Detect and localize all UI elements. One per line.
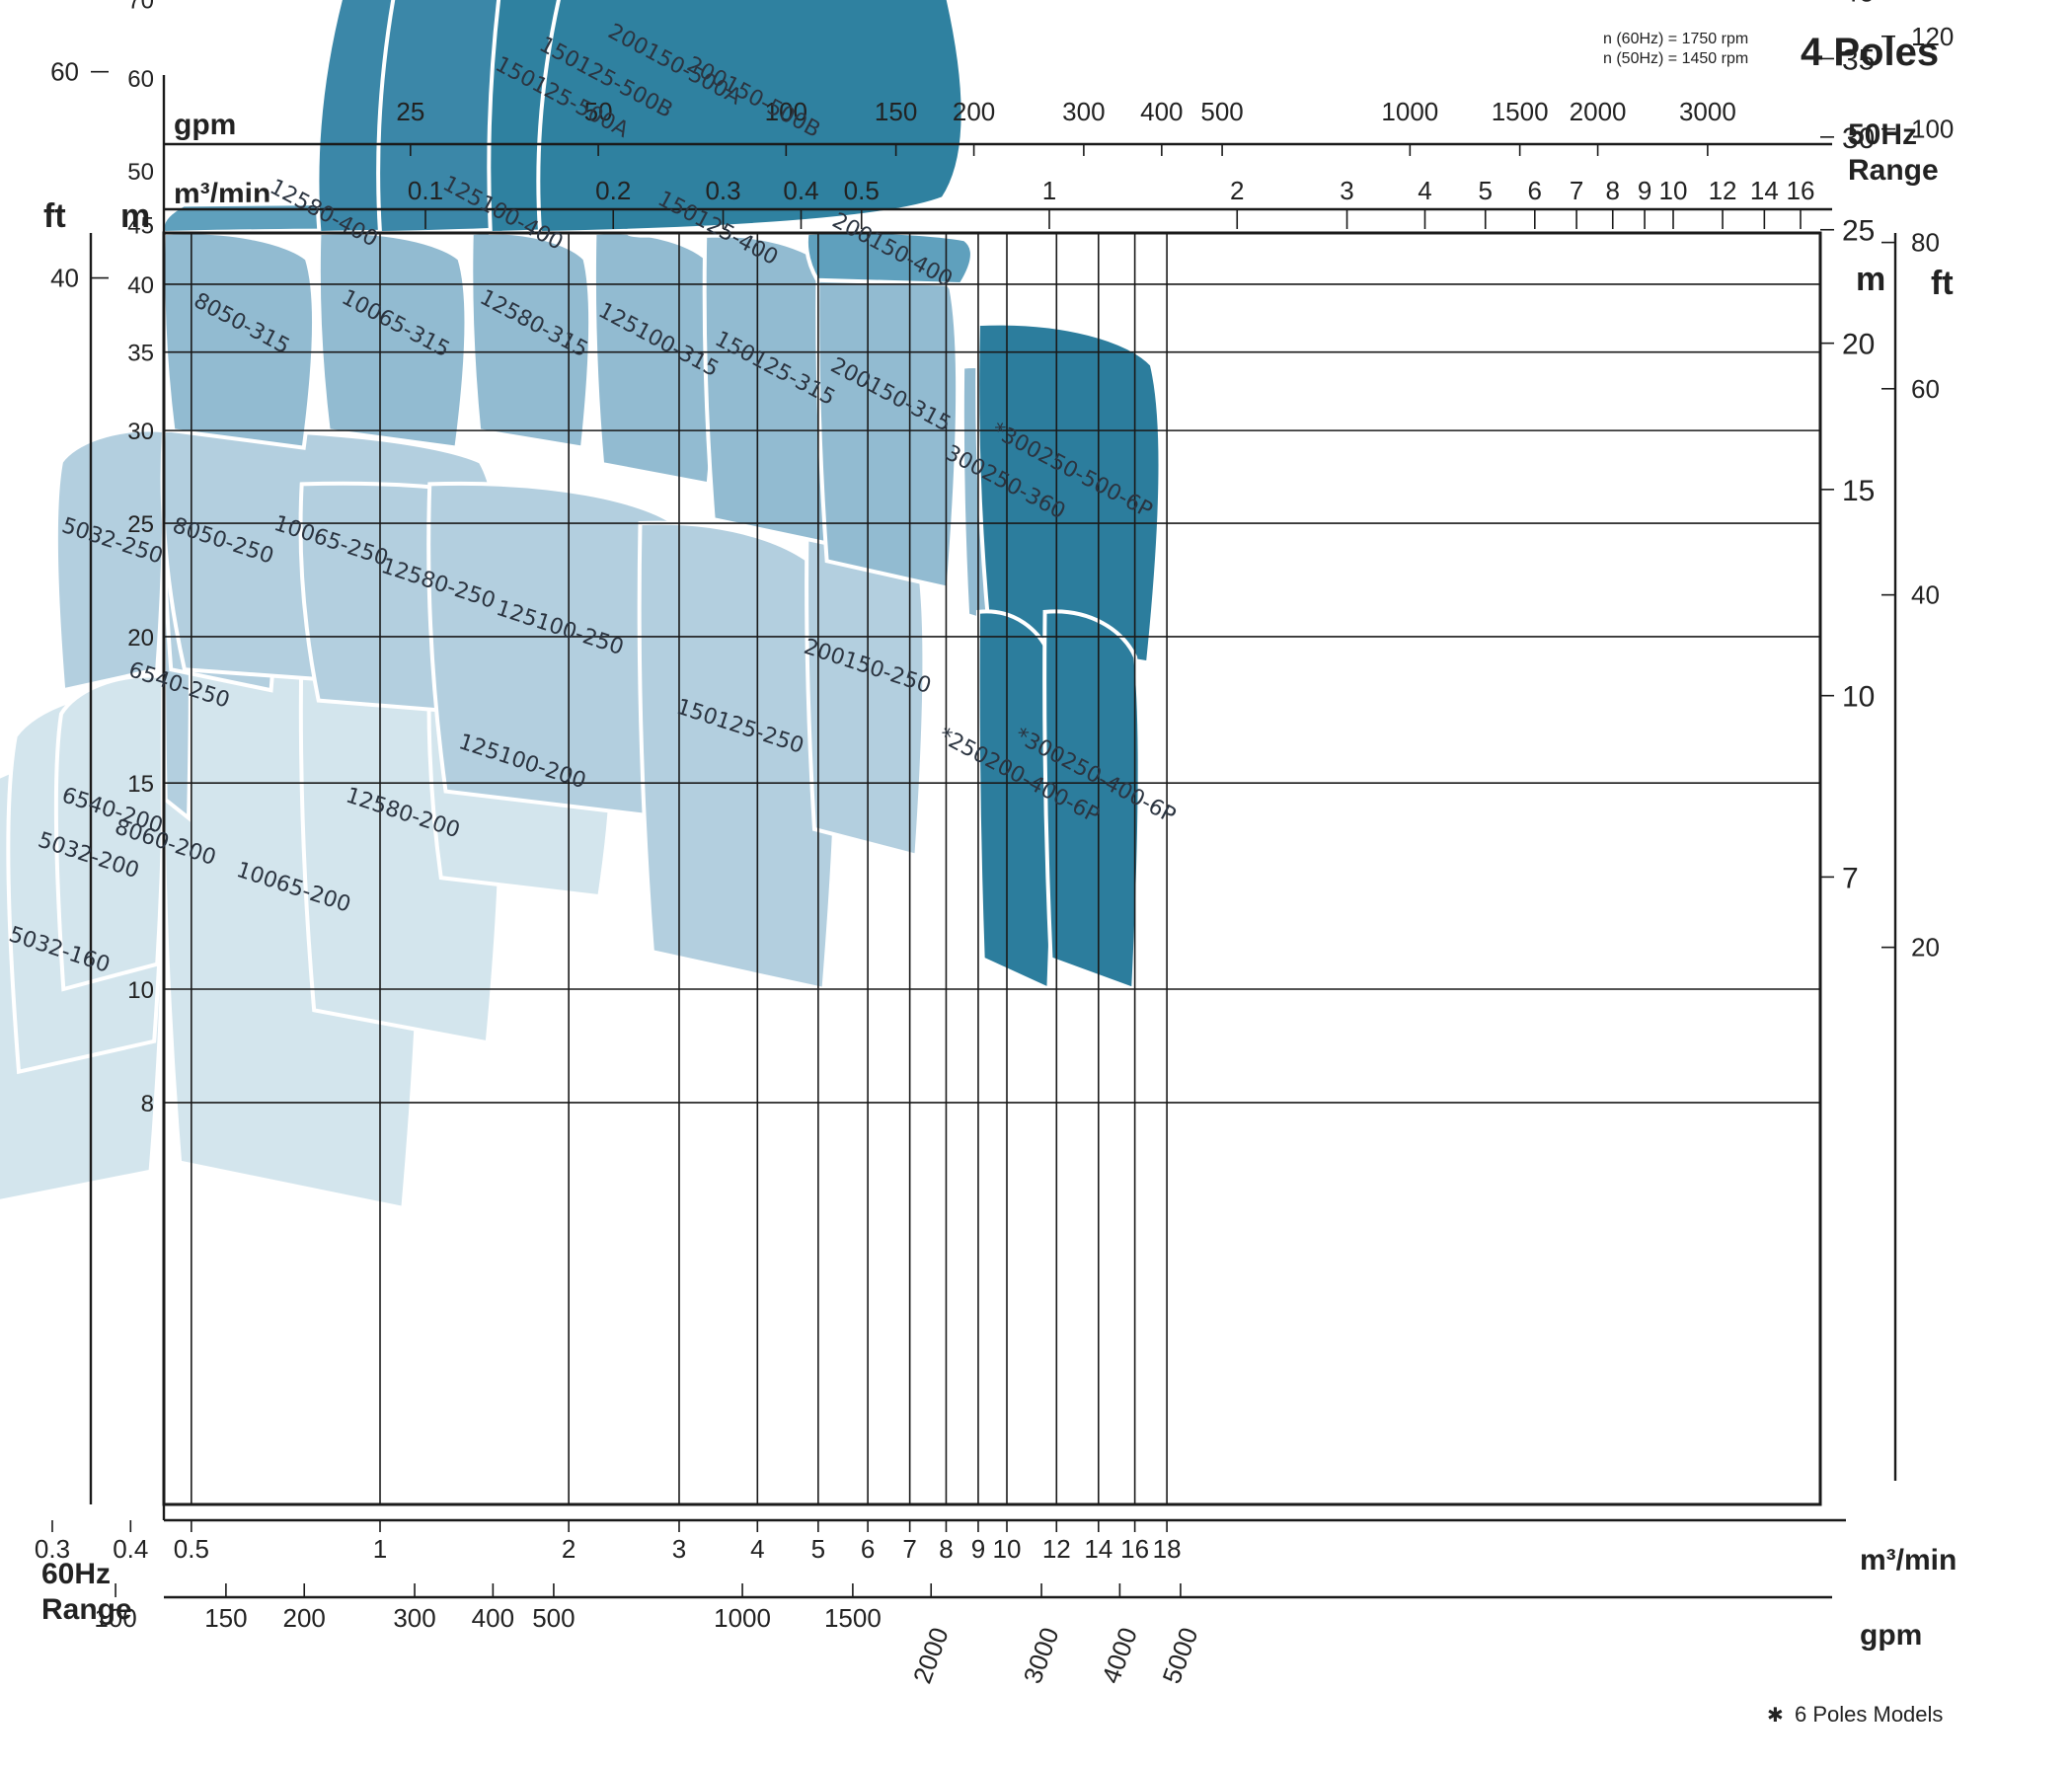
left-ft-title: ft — [43, 197, 66, 235]
bottom-gpm-tick-label: 100 — [94, 1603, 136, 1633]
bottom-m3-tick-label: 0.3 — [35, 1534, 70, 1564]
bottom-m3-tick-label: 5 — [811, 1534, 825, 1564]
bottom-gpm-tick-label: 300 — [393, 1603, 435, 1633]
bottom-m3-tick-label: 6 — [861, 1534, 875, 1564]
left-m-tick-label: 30 — [127, 419, 154, 445]
top-m3-tick-label: 9 — [1638, 176, 1651, 205]
bottom-m3-tick-label: 2 — [562, 1534, 576, 1564]
top-m3-tick-label: 10 — [1659, 176, 1688, 205]
left-m-tick-label: 20 — [127, 625, 154, 652]
bottom-m3-tick-label: 12 — [1042, 1534, 1071, 1564]
top-m3-tick-label: 2 — [1230, 176, 1244, 205]
top-m3-tick-label: 0.5 — [844, 176, 880, 205]
bottom-m3-tick-label: 16 — [1120, 1534, 1149, 1564]
top-gpm-tick-label: 200 — [953, 97, 995, 126]
top-m3-tick-label: 14 — [1750, 176, 1779, 205]
bottom-gpm-title: gpm — [1860, 1619, 1922, 1652]
right-ft-tick-label: 100 — [1911, 115, 1954, 144]
bottom-m3-tick-label: 8 — [939, 1534, 953, 1564]
top-gpm-tick-label: 300 — [1062, 97, 1105, 126]
top-m3-tick-label: 4 — [1418, 176, 1431, 205]
bottom-m3-tick-label: 0.5 — [174, 1534, 209, 1564]
left-m-tick-label: 50 — [127, 159, 154, 186]
left-m-tick-label: 10 — [127, 977, 154, 1004]
left-m-tick-label: 45 — [127, 212, 154, 239]
bottom-m3-tick-label: 7 — [902, 1534, 916, 1564]
bottom-m3-tick-label: 4 — [750, 1534, 764, 1564]
top-m3-tick-label: 5 — [1479, 176, 1493, 205]
top-m3-tick-label: 0.1 — [408, 176, 443, 205]
top-gpm-title: gpm — [174, 109, 236, 141]
right-ft-tick-label: 60 — [1911, 374, 1940, 404]
left-m-tick-label: 15 — [127, 771, 154, 798]
left-m-tick-label: 8 — [141, 1091, 154, 1117]
top-m3-tick-label: 0.2 — [595, 176, 631, 205]
footnote-text: 6 Poles Models — [1795, 1702, 1943, 1727]
top-gpm-tick-label: 1000 — [1381, 97, 1438, 126]
top-gpm-tick-label: 2000 — [1570, 97, 1627, 126]
bottom-gpm-tick-label: 400 — [472, 1603, 514, 1633]
top-gpm-tick-label: 1500 — [1492, 97, 1549, 126]
speed-60hz-note: n (60Hz) = 1750 rpm — [1603, 31, 1748, 47]
left-m-tick-label: 40 — [127, 272, 154, 299]
left-m-tick-label: 60 — [127, 66, 154, 93]
top-gpm-tick-label: 25 — [396, 97, 424, 126]
bottom-gpm-tick-label: 1500 — [824, 1603, 882, 1633]
bottom-m3-tick-label: 10 — [993, 1534, 1022, 1564]
left-m-tick-label: 70 — [127, 0, 154, 15]
right-ft-tick-label: 20 — [1911, 933, 1940, 962]
top-m3-tick-label: 3 — [1340, 176, 1353, 205]
left-ft-tick-label: 40 — [50, 264, 79, 293]
right-m-tick-label: 40 — [1842, 0, 1875, 9]
bottom-m3-tick-label: 18 — [1153, 1534, 1182, 1564]
bottom-m3-tick-label: 9 — [971, 1534, 985, 1564]
top-gpm-tick-label: 400 — [1140, 97, 1183, 126]
bottom-m3-tick-label: 3 — [672, 1534, 686, 1564]
top-m3-tick-label: 1 — [1042, 176, 1056, 205]
right-m-tick-label: 20 — [1842, 329, 1875, 361]
top-gpm-tick-label: 500 — [1200, 97, 1243, 126]
right-m-tick-label: 25 — [1842, 215, 1875, 248]
right-m-tick-label: 35 — [1842, 43, 1875, 76]
speed-50hz-note: n (50Hz) = 1450 rpm — [1603, 50, 1748, 67]
top-m3-tick-label: 6 — [1528, 176, 1542, 205]
bottom-m3-tick-label: 0.4 — [113, 1534, 148, 1564]
top-gpm-tick-label: 150 — [875, 97, 917, 126]
right-ft-tick-label: 120 — [1911, 22, 1954, 51]
bottom-gpm-tick-label: 150 — [204, 1603, 247, 1633]
bottom-gpm-tick-label: 1000 — [714, 1603, 771, 1633]
bottom-m3-tick-label: 14 — [1084, 1534, 1113, 1564]
bottom-gpm-tick-label: 500 — [532, 1603, 575, 1633]
left-ft-tick-label: 60 — [50, 57, 79, 87]
left-m-tick-label: 35 — [127, 341, 154, 367]
right-m-tick-label: 15 — [1842, 475, 1875, 507]
right-m-tick-label: 30 — [1842, 122, 1875, 155]
top-m3-tick-label: 7 — [1570, 176, 1583, 205]
bottom-m3-tick-label: 1 — [373, 1534, 387, 1564]
right-m-tick-label: 10 — [1842, 681, 1875, 714]
right-m-tick-label: 7 — [1842, 862, 1859, 894]
right-ft-tick-label: 40 — [1911, 580, 1940, 610]
top-gpm-tick-label: 3000 — [1679, 97, 1736, 126]
top-m3-tick-label: 0.3 — [705, 176, 740, 205]
top-m3-tick-label: 16 — [1787, 176, 1815, 205]
top-m3-tick-label: 12 — [1709, 176, 1737, 205]
bottom-gpm-tick-label: 200 — [283, 1603, 326, 1633]
top-m3-tick-label: 8 — [1606, 176, 1620, 205]
bottom-m3min-title: m³/min — [1860, 1544, 1957, 1577]
footnote-symbol: ✱ — [1767, 1705, 1784, 1727]
top-m3-tick-label: 0.4 — [783, 176, 818, 205]
right-m-title: m — [1856, 261, 1885, 298]
range50-label-b: Range — [1848, 154, 1939, 187]
right-ft-tick-label: 80 — [1911, 228, 1940, 258]
right-ft-title: ft — [1931, 265, 1954, 302]
